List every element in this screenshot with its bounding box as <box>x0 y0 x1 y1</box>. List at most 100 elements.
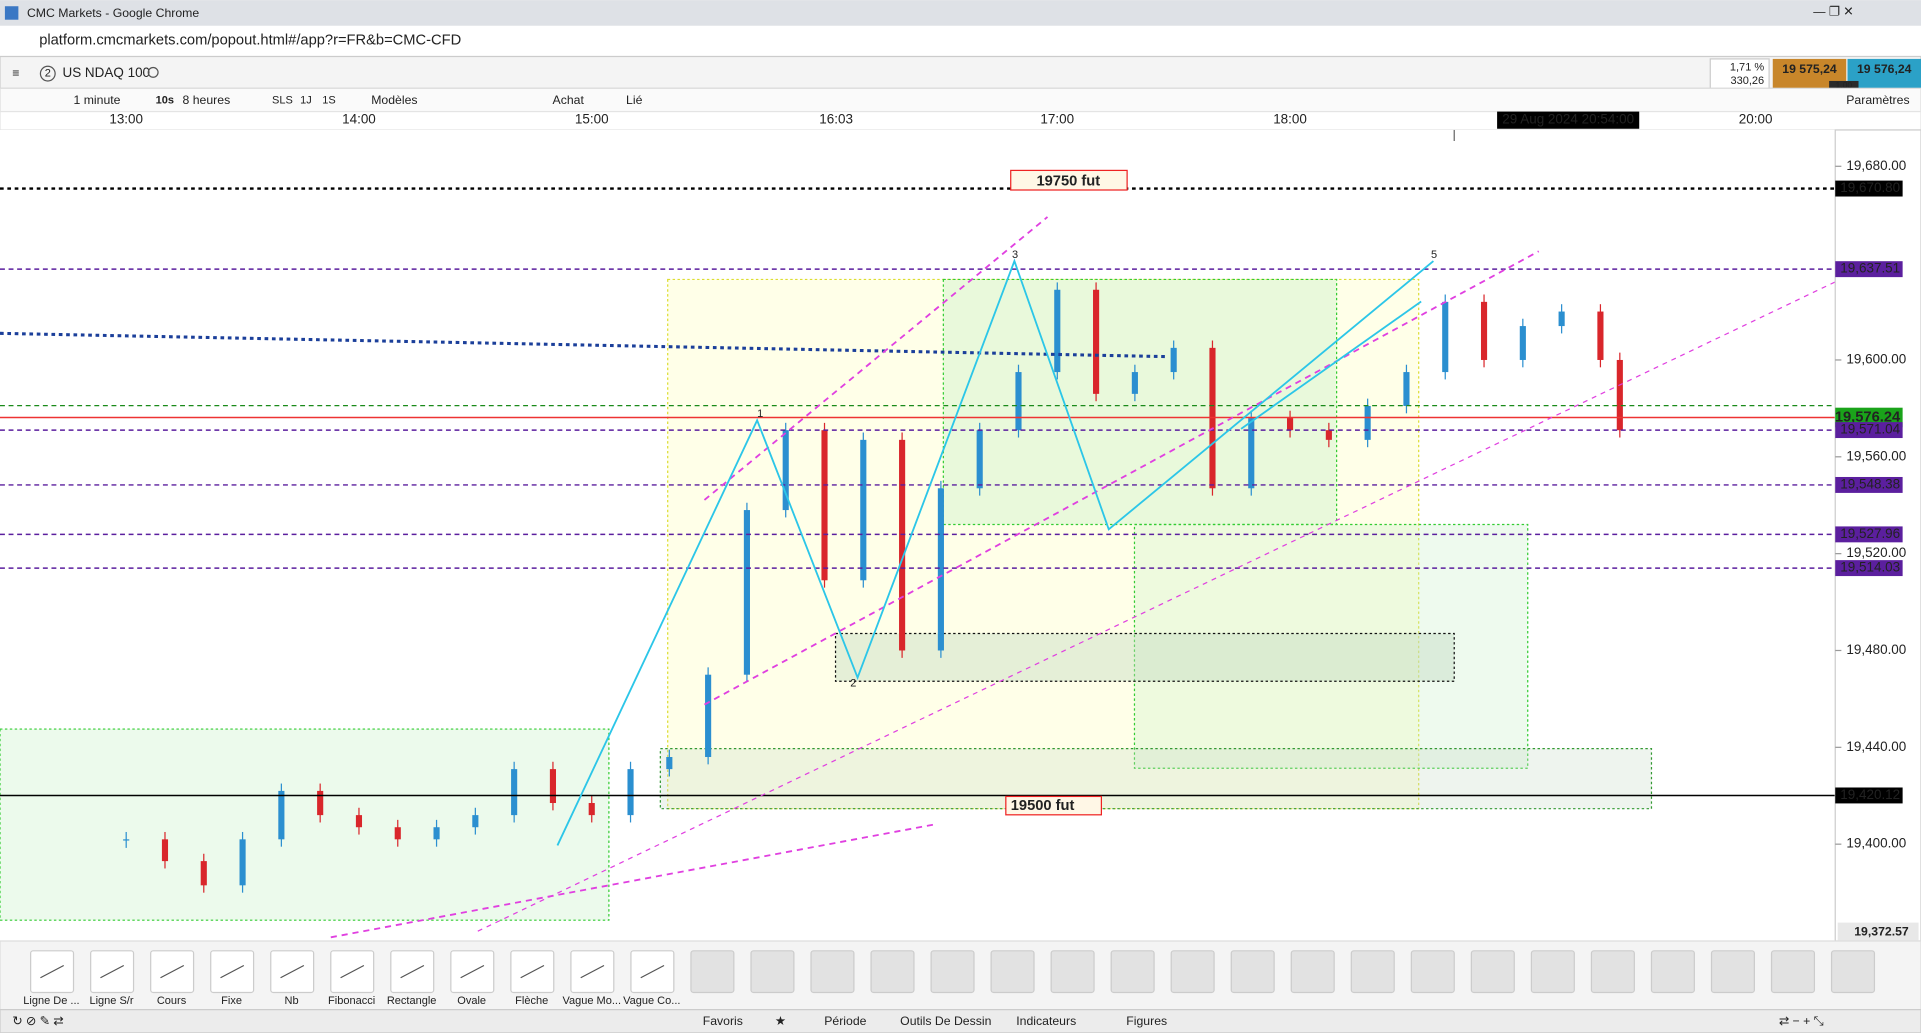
tool-label[interactable]: Nb <box>285 995 299 1007</box>
tab[interactable]: Figures <box>1126 1014 1167 1028</box>
tool-button[interactable] <box>1470 950 1515 994</box>
x-tick-label: 17:00 <box>1040 112 1074 127</box>
tool-icon <box>220 964 245 979</box>
level-label: 19,670.80 <box>1840 180 1900 195</box>
candle <box>123 839 130 841</box>
tab[interactable]: Favoris <box>703 1014 743 1028</box>
search-icon[interactable] <box>147 66 159 78</box>
candle <box>472 815 479 828</box>
level-label: 19,548.38 <box>1840 477 1900 492</box>
count-badge <box>39 65 56 82</box>
annotation: 19500 fut <box>1011 798 1075 814</box>
address-bar[interactable] <box>0 25 1921 57</box>
trade-size: 1.00 <box>1835 80 1852 90</box>
x-tick-label: 13:00 <box>109 112 143 127</box>
x-tick-label: 15:00 <box>575 112 609 127</box>
candle <box>317 790 324 816</box>
channel-line <box>703 216 1049 501</box>
tool-button[interactable] <box>1530 950 1575 994</box>
level-label-box <box>1835 787 1903 804</box>
tool-button[interactable] <box>690 950 735 994</box>
y-tick-label: 19,560.00 <box>1846 448 1906 463</box>
sell-price[interactable]: 19 575,24 <box>1782 62 1837 76</box>
tool-button[interactable] <box>1710 950 1755 994</box>
buy-mode[interactable]: Achat <box>553 93 585 107</box>
candle <box>355 815 363 828</box>
tool-button[interactable] <box>1590 950 1635 994</box>
menu-icon[interactable]: ≡ <box>12 66 19 80</box>
templates[interactable]: Modèles <box>371 93 417 107</box>
tool-button[interactable] <box>1110 950 1155 994</box>
wave <box>556 258 1434 846</box>
level-label-box <box>1835 560 1903 577</box>
tool-button[interactable] <box>1230 950 1275 994</box>
tab-icons[interactable]: ↻ ⊘ ✎ ⇄ <box>12 1014 63 1028</box>
tool-label[interactable]: Ligne S/r <box>89 995 133 1007</box>
candle <box>937 488 944 651</box>
day[interactable]: 1J <box>300 94 312 106</box>
settings[interactable]: Paramètres <box>1846 93 1909 107</box>
channel-line <box>330 823 934 939</box>
range[interactable]: 8 heures <box>183 93 231 107</box>
candle <box>860 439 867 581</box>
refresh[interactable]: 10s <box>156 94 174 106</box>
tool-button[interactable] <box>1830 950 1876 994</box>
candle <box>1015 372 1022 431</box>
tool-label[interactable]: Vague Mo... <box>562 995 621 1007</box>
tab[interactable]: Indicateurs <box>1016 1014 1076 1028</box>
tool-button[interactable] <box>1350 950 1395 994</box>
tab[interactable]: Outils De Dessin <box>900 1014 991 1028</box>
instrument-name[interactable]: US NDAQ 100 <box>62 65 150 80</box>
tool-label[interactable]: Rectangle <box>387 995 437 1007</box>
tool-button[interactable] <box>1170 950 1215 994</box>
tab[interactable]: Période <box>824 1014 866 1028</box>
window-controls[interactable]: — ❐ ✕ <box>1813 5 1853 19</box>
axis: 19,680.00 19,600.00 19,560.00 19,520.00 19,4… <box>1835 158 1906 851</box>
tool-label[interactable]: Ligne De ... <box>23 995 79 1007</box>
tool-button[interactable] <box>1410 950 1455 994</box>
interval[interactable]: 1 minute <box>74 93 121 107</box>
candle <box>1170 347 1177 373</box>
level-label: 19,637.51 <box>1840 261 1900 276</box>
zone <box>0 728 610 921</box>
tool-label[interactable]: Fibonacci <box>328 995 375 1007</box>
tool-button[interactable] <box>1770 950 1816 994</box>
tool-button[interactable] <box>1050 950 1095 994</box>
tool-icon <box>460 964 485 979</box>
linked[interactable]: Lié <box>626 93 643 107</box>
sls[interactable]: SLS <box>272 94 293 106</box>
tool-button[interactable] <box>1290 950 1335 994</box>
tool-label[interactable]: Cours <box>157 995 187 1007</box>
drawings <box>0 129 1836 939</box>
tool-button[interactable] <box>870 950 915 994</box>
wave-label: 5 <box>1431 249 1437 261</box>
favorite-star[interactable]: ★ <box>775 1014 786 1028</box>
tool-icon <box>160 964 185 979</box>
tool-label[interactable]: Flèche <box>515 995 548 1007</box>
wave-label: 1 <box>757 408 763 420</box>
wave-line <box>1240 300 1422 430</box>
tool-icon <box>40 964 64 979</box>
title-bar <box>0 0 1921 26</box>
tool-button[interactable] <box>930 950 975 994</box>
tool-button[interactable] <box>990 950 1035 994</box>
candle <box>1286 418 1294 431</box>
x-tick-label: 16:03 <box>819 112 853 127</box>
tool-button[interactable] <box>810 950 855 994</box>
tool-label[interactable]: Fixe <box>221 995 242 1007</box>
candles <box>123 282 1623 893</box>
week[interactable]: 1S <box>322 94 335 106</box>
candle <box>239 839 246 886</box>
tool-button[interactable] <box>750 950 795 994</box>
buy-button[interactable] <box>1847 58 1921 89</box>
zoom-controls[interactable]: ⇄ − + ⤡ <box>1779 1014 1824 1028</box>
zone <box>834 632 1455 682</box>
change-pct: 1,71 % <box>1730 61 1765 73</box>
candle <box>200 861 207 886</box>
tool-label[interactable]: Vague Co... <box>623 995 680 1007</box>
tool-label[interactable]: Ovale <box>457 995 486 1007</box>
plot-area <box>0 129 1836 942</box>
buy-price[interactable]: 19 576,24 <box>1857 62 1912 76</box>
url[interactable]: platform.cmcmarkets.com/popout.html#/app… <box>39 32 461 48</box>
tool-button[interactable] <box>1650 950 1695 994</box>
